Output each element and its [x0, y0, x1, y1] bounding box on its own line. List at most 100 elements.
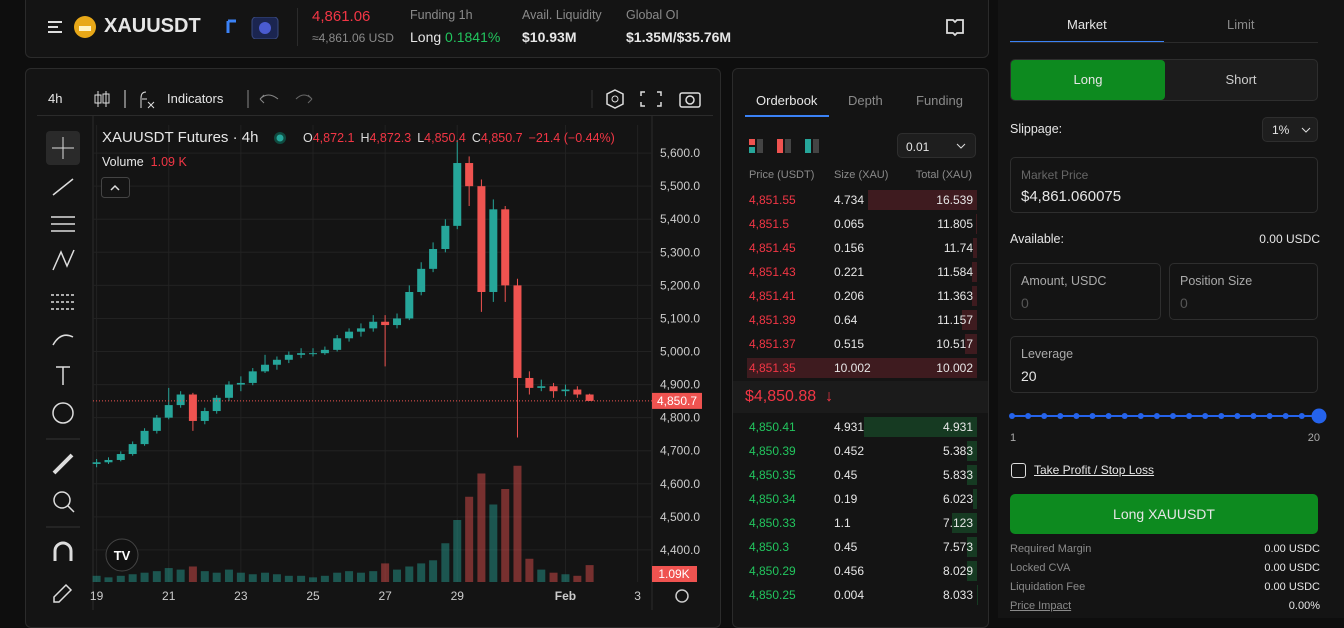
- size: 0.206: [834, 289, 864, 303]
- total: 11.363: [937, 289, 973, 303]
- volume-bar: [237, 573, 245, 582]
- slider-step: [1025, 413, 1031, 419]
- tpsl-label[interactable]: Take Profit / Stop Loss: [1034, 463, 1154, 477]
- volume-bar: [489, 505, 497, 583]
- leverage-label: Leverage: [1021, 347, 1073, 361]
- amount: 0: [1021, 295, 1029, 311]
- size: 1.1: [834, 516, 851, 530]
- size: 0.19: [834, 492, 857, 506]
- orderbook-tab[interactable]: Orderbook: [756, 93, 817, 108]
- book-icon[interactable]: [945, 17, 965, 37]
- funding-tab[interactable]: Funding: [916, 93, 963, 108]
- slippage-select[interactable]: 1%: [1262, 117, 1318, 142]
- submit-button[interactable]: Long XAUUSDT: [1010, 494, 1318, 534]
- menu-icon[interactable]: [46, 18, 66, 36]
- candle-body: [321, 350, 329, 353]
- oi: $1.35M/$35.76M: [626, 29, 731, 45]
- x-tick-label: Feb: [555, 589, 576, 603]
- volume-bar: [453, 520, 461, 582]
- limit-tab[interactable]: Limit: [1227, 17, 1254, 32]
- price: 4,850.33: [749, 516, 796, 530]
- symbol[interactable]: XAUUSDT: [104, 15, 201, 38]
- mid-price: $4,850.88 ↓: [745, 388, 833, 406]
- tab-divider: [1010, 42, 1318, 43]
- price: 4,850.39: [749, 444, 796, 458]
- x-tick-label: 27: [378, 589, 392, 603]
- volume-bar: [586, 565, 594, 582]
- slider-step: [1122, 413, 1128, 419]
- candle-body: [189, 395, 197, 421]
- amount-label: Amount, USDC: [1021, 274, 1106, 288]
- tv-logo[interactable]: TV: [105, 538, 139, 572]
- volume-bar: [141, 573, 149, 582]
- x-tick-label: 25: [306, 589, 320, 603]
- settings-icon[interactable]: [676, 590, 688, 602]
- price: 4,851.37: [749, 337, 796, 351]
- funding: Long 0.1841%: [410, 29, 500, 45]
- chain-icons: [222, 17, 282, 39]
- view-icons[interactable]: [747, 137, 827, 155]
- slider-step: [1299, 413, 1305, 419]
- candle-body: [441, 226, 449, 249]
- volume-bar: [345, 571, 353, 582]
- total: 11.157: [937, 313, 973, 327]
- candle-body: [117, 454, 125, 460]
- size: 0.065: [834, 217, 864, 231]
- candle-body: [225, 385, 233, 398]
- volume-bar: [573, 576, 581, 582]
- slider-step: [1283, 413, 1289, 419]
- slider-step: [1090, 413, 1096, 419]
- candle-body: [129, 444, 137, 454]
- x-tick-label: 19: [90, 589, 104, 603]
- size: 0.452: [834, 444, 864, 458]
- size: 10.002: [834, 361, 871, 375]
- candle-body: [513, 285, 521, 378]
- size: 0.64: [834, 313, 857, 327]
- market-price-field: Market Price$4,861.060075: [1010, 157, 1318, 213]
- oi-label: Global OI: [626, 8, 679, 22]
- slider-step: [1106, 413, 1112, 419]
- short-button[interactable]: Short: [1165, 60, 1317, 100]
- slider-step: [1218, 413, 1224, 419]
- candle-body: [297, 353, 305, 355]
- size: 0.221: [834, 265, 864, 279]
- y-tick-label: 5,200.0: [660, 278, 700, 292]
- amount-field[interactable]: Amount, USDC 0: [1010, 263, 1161, 320]
- long-button[interactable]: Long: [1011, 60, 1165, 100]
- volume-bar: [261, 573, 269, 582]
- tpsl-checkbox[interactable]: [1011, 463, 1026, 478]
- leverage-slider[interactable]: [1006, 406, 1332, 426]
- volume-bar: [417, 563, 425, 582]
- depth-tab[interactable]: Depth: [848, 93, 883, 108]
- depth-bar: [973, 489, 977, 509]
- collapse-button[interactable]: [101, 177, 131, 199]
- tick-select[interactable]: 0.01: [897, 133, 976, 158]
- market-tab[interactable]: Market: [1067, 17, 1107, 32]
- candle-body: [489, 209, 497, 292]
- orderbook-panel: Orderbook Depth Funding 0.01 Price (USDT…: [732, 68, 989, 628]
- candle-body: [369, 322, 377, 329]
- volume-bar: [550, 573, 558, 582]
- position-label: Position Size: [1180, 274, 1252, 288]
- volume-bar: [177, 570, 185, 582]
- price: 4,851.5: [749, 217, 789, 231]
